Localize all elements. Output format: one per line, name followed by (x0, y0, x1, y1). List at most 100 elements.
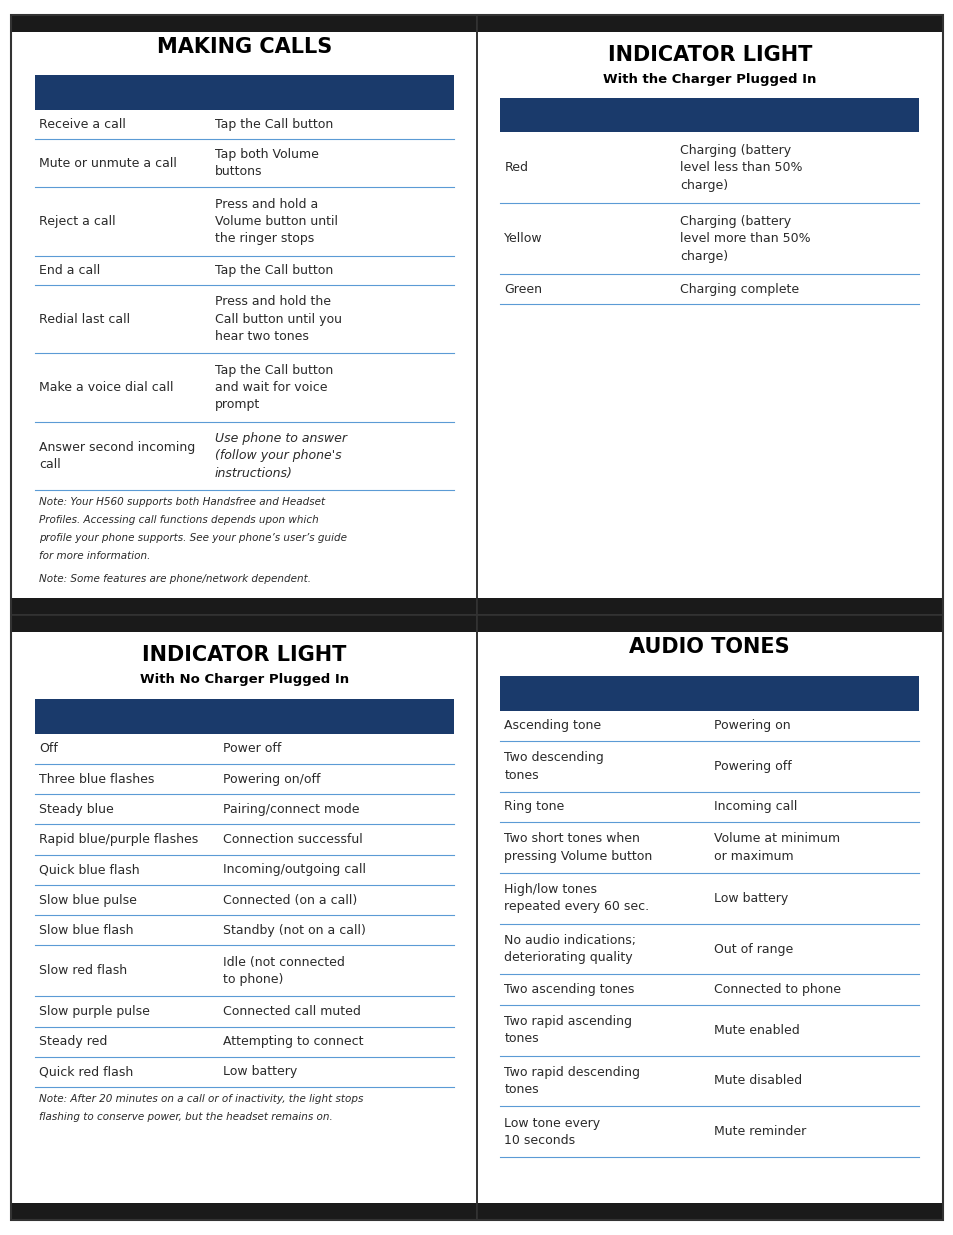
Bar (11, 15, 476, 32)
Text: Out of range: Out of range (713, 942, 792, 956)
Text: Charging (battery: Charging (battery (679, 144, 791, 157)
Text: Mute disabled: Mute disabled (713, 1074, 801, 1088)
Bar (476, 1203, 942, 1220)
Text: Connected (on a call): Connected (on a call) (223, 894, 357, 906)
Text: Note: Some features are phone/network dependent.: Note: Some features are phone/network de… (39, 574, 311, 584)
Text: Pairing/connect mode: Pairing/connect mode (223, 803, 359, 816)
Text: Yellow: Yellow (504, 232, 542, 246)
Text: Press and hold a: Press and hold a (214, 198, 317, 211)
Text: repeated every 60 sec.: repeated every 60 sec. (504, 900, 649, 914)
Text: to phone): to phone) (223, 973, 283, 986)
Text: pressing Volume button: pressing Volume button (504, 850, 652, 863)
Text: Volume at minimum: Volume at minimum (713, 832, 840, 845)
Text: (follow your phone's: (follow your phone's (214, 450, 341, 462)
Text: Rapid blue/purple flashes: Rapid blue/purple flashes (39, 834, 198, 846)
Text: Connection successful: Connection successful (223, 834, 363, 846)
Text: Two ascending tones: Two ascending tones (504, 983, 634, 997)
Text: End a call: End a call (39, 264, 100, 277)
Text: Standby (not on a call): Standby (not on a call) (223, 924, 366, 937)
Text: buttons: buttons (214, 165, 262, 178)
Text: level less than 50%: level less than 50% (679, 162, 802, 174)
Text: Slow blue flash: Slow blue flash (39, 924, 133, 937)
Text: Two descending: Two descending (504, 751, 603, 764)
Text: Slow blue pulse: Slow blue pulse (39, 894, 136, 906)
Text: No audio indications;: No audio indications; (504, 934, 636, 947)
Text: With the Charger Plugged In: With the Charger Plugged In (602, 73, 816, 85)
Text: Function: Function (39, 85, 99, 99)
Text: Powering off: Powering off (713, 760, 791, 773)
Text: level more than 50%: level more than 50% (679, 232, 810, 246)
Text: MAKING CALLS: MAKING CALLS (156, 37, 332, 57)
Text: Three blue flashes: Three blue flashes (39, 773, 154, 785)
Bar (11, 1203, 476, 1220)
Text: Press and hold the: Press and hold the (214, 295, 331, 309)
Text: Ring tone: Ring tone (504, 800, 564, 814)
Text: Answer second incoming: Answer second incoming (39, 441, 195, 453)
Text: Powering on: Powering on (713, 719, 790, 732)
Text: Tap the Call button: Tap the Call button (214, 264, 333, 277)
Text: Red: Red (504, 162, 528, 174)
Text: Charging complete: Charging complete (679, 283, 799, 295)
Text: Quick blue flash: Quick blue flash (39, 863, 139, 877)
Text: Two rapid ascending: Two rapid ascending (504, 1015, 632, 1028)
Text: charge): charge) (679, 249, 728, 263)
Text: Reject a call: Reject a call (39, 215, 115, 228)
Text: Headset Status: Headset Status (223, 710, 331, 722)
Text: Volume button until: Volume button until (214, 215, 337, 228)
Text: the ringer stops: the ringer stops (214, 232, 314, 246)
Bar (34, 75, 454, 110)
Text: and wait for voice: and wait for voice (214, 382, 327, 394)
Text: Idle (not connected: Idle (not connected (223, 956, 345, 968)
Text: Action: Action (214, 85, 259, 99)
Text: Ascending tone: Ascending tone (504, 719, 601, 732)
Text: Mute reminder: Mute reminder (713, 1125, 805, 1139)
Text: tones: tones (504, 768, 538, 782)
Text: Powering on/off: Powering on/off (223, 773, 320, 785)
Text: Low battery: Low battery (713, 892, 787, 905)
Text: Note: After 20 minutes on a call or of inactivity, the light stops: Note: After 20 minutes on a call or of i… (39, 1094, 363, 1104)
Text: Note: Your H560 supports both Handsfree and Headset: Note: Your H560 supports both Handsfree … (39, 498, 325, 508)
Text: Mute or unmute a call: Mute or unmute a call (39, 157, 176, 169)
Text: High/low tones: High/low tones (504, 883, 597, 897)
Text: Call button until you: Call button until you (214, 312, 341, 326)
Text: Quick red flash: Quick red flash (39, 1066, 133, 1078)
Text: Mute enabled: Mute enabled (713, 1024, 799, 1036)
Text: Steady blue: Steady blue (39, 803, 113, 816)
Text: Receive a call: Receive a call (39, 117, 126, 131)
Text: Redial last call: Redial last call (39, 312, 130, 326)
Text: deteriorating quality: deteriorating quality (504, 951, 633, 965)
Text: tones: tones (504, 1083, 538, 1097)
Text: Steady red: Steady red (39, 1035, 107, 1049)
Text: INDICATOR LIGHT: INDICATOR LIGHT (607, 44, 811, 64)
Text: Headset Indicator: Headset Indicator (504, 109, 629, 121)
Text: Low battery: Low battery (223, 1066, 297, 1078)
Text: tones: tones (504, 1032, 538, 1045)
Text: Profiles. Accessing call functions depends upon which: Profiles. Accessing call functions depen… (39, 515, 318, 525)
Text: Attempting to connect: Attempting to connect (223, 1035, 363, 1049)
Text: Tap the Call button: Tap the Call button (214, 363, 333, 377)
Text: Audio Tone: Audio Tone (504, 687, 581, 699)
Text: 10 seconds: 10 seconds (504, 1134, 575, 1147)
Text: Charging (battery: Charging (battery (679, 215, 791, 227)
Text: Connected call muted: Connected call muted (223, 1005, 361, 1018)
Text: With No Charger Plugged In: With No Charger Plugged In (139, 673, 349, 687)
Text: profile your phone supports. See your phone’s user’s guide: profile your phone supports. See your ph… (39, 534, 347, 543)
Text: Make a voice dial call: Make a voice dial call (39, 382, 173, 394)
Text: or maximum: or maximum (713, 850, 793, 863)
Bar (499, 676, 919, 710)
Bar (476, 15, 942, 32)
Text: Slow purple pulse: Slow purple pulse (39, 1005, 150, 1018)
Bar (499, 98, 919, 132)
Text: Two short tones when: Two short tones when (504, 832, 639, 845)
Text: Green: Green (504, 283, 542, 295)
Text: Headset Status: Headset Status (679, 109, 787, 121)
Bar (476, 615, 942, 632)
Text: AUDIO TONES: AUDIO TONES (629, 637, 789, 657)
Text: hear two tones: hear two tones (214, 330, 309, 343)
Text: Headset Indicator: Headset Indicator (39, 710, 164, 722)
Bar (34, 699, 454, 734)
Text: call: call (39, 458, 61, 471)
Text: Low tone every: Low tone every (504, 1116, 600, 1130)
Text: Use phone to answer: Use phone to answer (214, 432, 347, 445)
Text: instructions): instructions) (214, 467, 293, 480)
